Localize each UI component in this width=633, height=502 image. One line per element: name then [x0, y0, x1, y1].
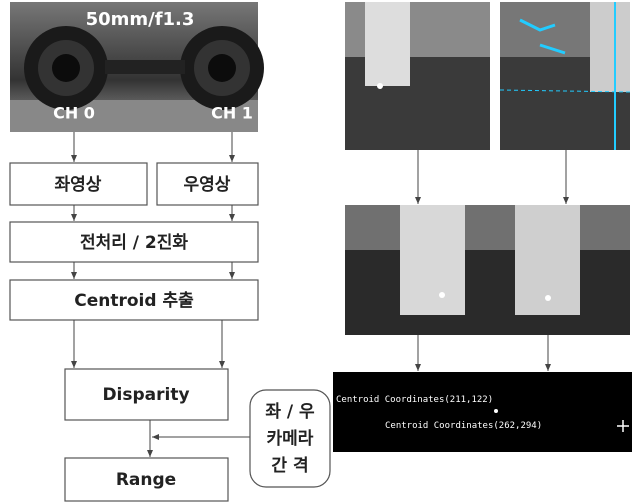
result-text: Centroid Coordinates(211,122) [336, 395, 493, 405]
channel-label: CH 1 [211, 104, 253, 123]
node-label: 전처리 / 2진화 [80, 233, 188, 253]
side-input-line: 좌 / 우 [265, 402, 315, 422]
side-input-line: 카메라 [267, 429, 314, 449]
result-text: Centroid Coordinates(262,294) [385, 421, 542, 431]
camera-photo: 50mm/f1.3 CH 0 CH 1 [10, 2, 264, 132]
node-label: Disparity [102, 385, 189, 405]
lens-label: 50mm/f1.3 [86, 9, 195, 30]
node-label: 좌영상 [55, 175, 102, 195]
channel-label: CH 0 [53, 104, 95, 123]
node-label: Centroid 추출 [74, 291, 194, 311]
diagram: 50mm/f1.3 CH 0 CH 1 좌영상 우영상 전처리 / 2진화 Ce… [0, 0, 633, 502]
node-label: 우영상 [184, 175, 231, 195]
side-input-line: 간 격 [271, 456, 308, 476]
camera-image [345, 2, 490, 150]
result-image: Centroid Coordinates(211,122) Centroid C… [333, 372, 632, 452]
node-label: Range [116, 470, 176, 490]
camera-image [345, 205, 630, 335]
camera-image [500, 2, 630, 150]
